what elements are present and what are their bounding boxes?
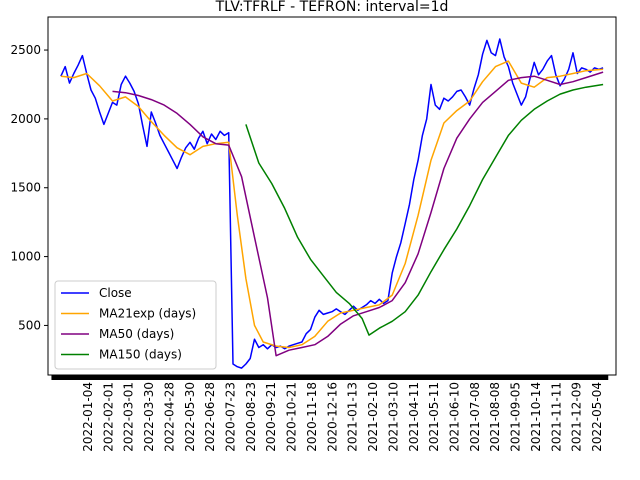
x-tick-label-16: 2021-04-11 bbox=[407, 382, 421, 452]
y-tick-label-2: 1500 bbox=[10, 181, 41, 195]
x-tick-label-17: 2021-05-11 bbox=[427, 382, 441, 452]
x-tick-label-23: 2021-11-11 bbox=[549, 382, 563, 452]
legend-label-2: MA50 (days) bbox=[99, 327, 174, 341]
series-line-3 bbox=[245, 83, 604, 336]
x-tick-label-13: 2021-01-13 bbox=[346, 382, 360, 452]
x-tick-label-5: 2022-05-30 bbox=[183, 382, 197, 452]
y-tick-label-3: 2000 bbox=[10, 112, 41, 126]
x-tick-label-2: 2022-03-01 bbox=[122, 382, 136, 452]
x-tick-label-19: 2021-07-08 bbox=[468, 382, 482, 452]
x-axis: 2022-01-04 2022-02-01 2022-03-01 2022-03-30… bbox=[51, 375, 609, 452]
x-tick-label-9: 2020-09-21 bbox=[264, 382, 278, 452]
y-tick-label-0: 500 bbox=[18, 318, 41, 332]
x-tick-label-4: 2022-04-28 bbox=[162, 382, 176, 452]
x-tick-label-18: 2021-06-10 bbox=[448, 382, 462, 452]
x-tick-label-1: 2022-02-01 bbox=[101, 382, 115, 452]
x-tick-label-8: 2020-08-23 bbox=[244, 382, 258, 452]
legend-label-1: MA21exp (days) bbox=[99, 307, 196, 321]
x-tick-label-12: 2020-12-16 bbox=[325, 382, 339, 452]
x-tick-label-14: 2021-02-10 bbox=[366, 382, 380, 452]
y-tick-label-4: 2500 bbox=[10, 43, 41, 57]
legend: Close MA21exp (days) MA50 (days) MA150 (day… bbox=[54, 280, 217, 370]
x-tick-label-15: 2021-03-10 bbox=[386, 382, 400, 452]
legend-label-0: Close bbox=[99, 286, 132, 300]
x-tick-label-6: 2022-06-28 bbox=[203, 382, 217, 452]
y-axis: 500 1000 1500 2000 2500 bbox=[10, 43, 48, 332]
x-tick-label-7: 2020-07-23 bbox=[224, 382, 238, 452]
x-tick-label-21: 2021-09-05 bbox=[509, 382, 523, 452]
series-line-1 bbox=[60, 60, 604, 349]
y-tick-label-1: 1000 bbox=[10, 250, 41, 264]
x-tick-label-25: 2022-05-04 bbox=[590, 382, 604, 452]
x-tick-label-20: 2021-08-08 bbox=[488, 382, 502, 452]
x-tick-label-3: 2022-03-30 bbox=[142, 382, 156, 452]
series-line-0 bbox=[60, 38, 604, 369]
x-tick-label-0: 2022-01-04 bbox=[81, 382, 95, 452]
x-tick-label-11: 2020-11-18 bbox=[305, 382, 319, 452]
legend-label-3: MA150 (days) bbox=[99, 348, 182, 362]
x-tick-label-24: 2021-12-09 bbox=[570, 382, 584, 452]
x-tick-label-22: 2021-10-14 bbox=[529, 382, 543, 452]
x-tick-band bbox=[51, 375, 609, 380]
plot-area bbox=[60, 38, 604, 369]
chart-title: TLV:TFRLF - TEFRON: interval=1d bbox=[215, 0, 449, 15]
legend-box bbox=[54, 280, 217, 370]
series-line-2 bbox=[112, 71, 604, 357]
x-tick-label-10: 2020-10-21 bbox=[285, 382, 299, 452]
